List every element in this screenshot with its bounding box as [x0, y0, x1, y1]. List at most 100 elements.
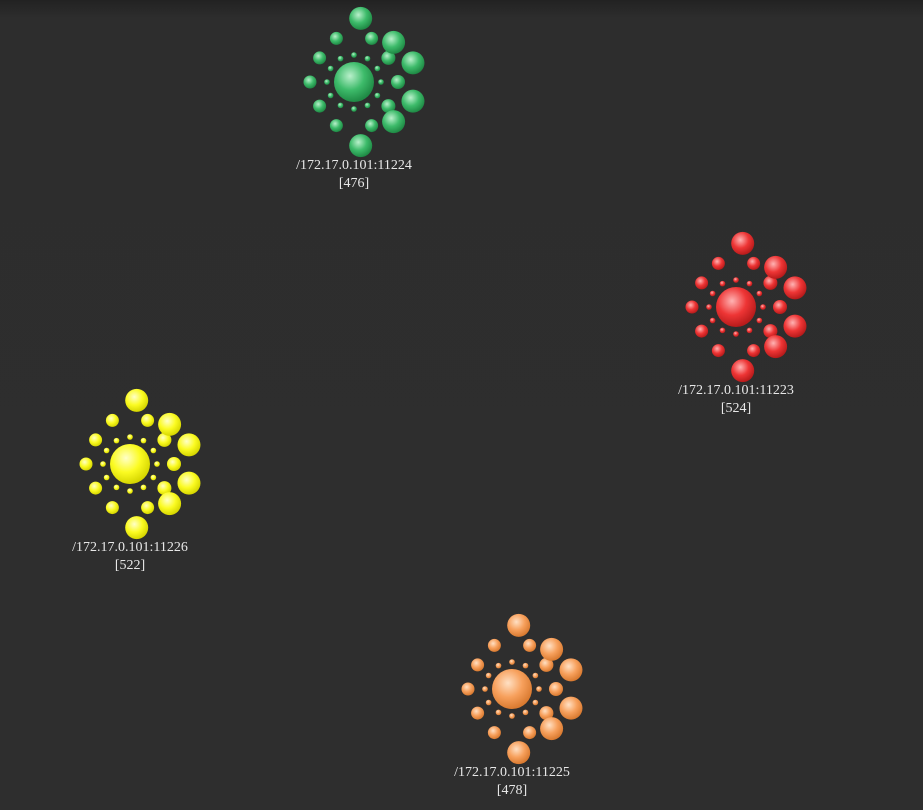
- node-dot: [733, 331, 739, 337]
- node-bubble-large: [731, 231, 755, 255]
- node-count: [478]: [496, 783, 528, 798]
- node-dot: [150, 474, 157, 481]
- node-bubble: [391, 75, 405, 89]
- node-dot: [709, 290, 716, 297]
- node-bubble-large: [764, 255, 788, 279]
- node-bubble-large: [731, 359, 755, 383]
- node-dot: [733, 277, 739, 283]
- node-dot: [364, 55, 371, 62]
- node-cluster-11223[interactable]: [636, 207, 836, 407]
- node-bubble-icon[interactable]: [254, 0, 454, 182]
- node-bubble: [141, 501, 155, 515]
- node-bubble: [365, 119, 379, 133]
- node-dot: [150, 447, 157, 454]
- node-dot: [532, 699, 539, 706]
- node-bubble-large: [401, 89, 425, 113]
- node-dot: [756, 290, 763, 297]
- node-bubble: [711, 256, 725, 270]
- node-dot: [485, 699, 492, 706]
- node-label-11223: /172.17.0.101:11223 [524]: [636, 382, 836, 418]
- node-bubble: [487, 638, 501, 652]
- node-dot: [746, 280, 753, 287]
- node-bubble: [381, 50, 396, 65]
- node-label-11224: /172.17.0.101:11224 [476]: [254, 157, 454, 193]
- node-bubble: [711, 344, 725, 358]
- node-bubble-large: [507, 741, 531, 765]
- node-bubble: [549, 682, 563, 696]
- node-bubble: [79, 457, 93, 471]
- node-core: [716, 287, 756, 327]
- node-dot: [532, 672, 539, 679]
- node-address: /172.17.0.101:11225: [454, 765, 570, 780]
- node-bubble: [167, 457, 181, 471]
- node-cluster-11224[interactable]: [254, 0, 454, 182]
- node-dot: [482, 686, 488, 692]
- node-dot: [485, 672, 492, 679]
- node-bubble-large: [125, 516, 149, 540]
- node-bubble: [523, 638, 537, 652]
- node-bubble: [763, 324, 778, 339]
- node-bubble-large: [349, 6, 373, 30]
- node-dot: [522, 662, 529, 669]
- node-dot: [113, 484, 120, 491]
- node-dot: [719, 280, 726, 287]
- node-bubble: [157, 481, 172, 496]
- node-bubble: [487, 726, 501, 740]
- node-cluster-11225[interactable]: [412, 589, 612, 789]
- node-label-11225: /172.17.0.101:11225 [478]: [412, 764, 612, 800]
- node-bubble-large: [559, 658, 583, 682]
- node-dot: [522, 709, 529, 716]
- node-dot: [337, 55, 344, 62]
- node-bubble: [89, 481, 103, 495]
- node-bubble: [461, 682, 475, 696]
- node-dot: [509, 659, 515, 665]
- node-bubble-large: [177, 471, 201, 495]
- node-dot: [719, 327, 726, 334]
- node-dot: [154, 461, 160, 467]
- node-dot: [495, 709, 502, 716]
- node-dot: [374, 65, 381, 72]
- node-bubble-icon[interactable]: [30, 364, 230, 564]
- node-bubble: [329, 119, 343, 133]
- node-bubble: [523, 726, 537, 740]
- node-dot: [351, 106, 357, 112]
- node-core: [334, 62, 374, 102]
- node-dot: [140, 484, 147, 491]
- node-bubble-icon[interactable]: [412, 589, 612, 789]
- node-count: [476]: [338, 176, 370, 191]
- node-bubble-large: [125, 388, 149, 412]
- node-bubble-large: [540, 717, 564, 741]
- node-bubble-large: [382, 30, 406, 54]
- node-bubble: [695, 324, 709, 338]
- node-dot: [378, 79, 384, 85]
- node-bubble: [471, 706, 485, 720]
- node-label-11226: /172.17.0.101:11226 [522]: [30, 539, 230, 575]
- node-bubble: [381, 99, 396, 114]
- node-bubble-large: [382, 110, 406, 134]
- node-bubble: [747, 256, 761, 270]
- node-address: /172.17.0.101:11224: [296, 158, 412, 173]
- node-dot: [140, 437, 147, 444]
- node-core: [492, 669, 532, 709]
- node-address: /172.17.0.101:11226: [72, 540, 188, 555]
- node-bubble: [685, 300, 699, 314]
- node-dot: [536, 686, 542, 692]
- node-dot: [327, 92, 334, 99]
- node-bubble-large: [349, 134, 373, 158]
- node-bubble: [763, 275, 778, 290]
- node-bubble: [773, 300, 787, 314]
- node-bubble: [747, 344, 761, 358]
- node-dot: [509, 713, 515, 719]
- node-dot: [760, 304, 766, 310]
- node-bubble-large: [507, 613, 531, 637]
- node-bubble: [539, 657, 554, 672]
- node-dot: [113, 437, 120, 444]
- node-bubble: [329, 31, 343, 45]
- node-bubble-large: [401, 51, 425, 75]
- node-bubble-icon[interactable]: [636, 207, 836, 407]
- node-bubble: [365, 31, 379, 45]
- node-bubble-large: [559, 696, 583, 720]
- node-bubble-large: [783, 314, 807, 338]
- node-cluster-11226[interactable]: [30, 364, 230, 564]
- node-dot: [327, 65, 334, 72]
